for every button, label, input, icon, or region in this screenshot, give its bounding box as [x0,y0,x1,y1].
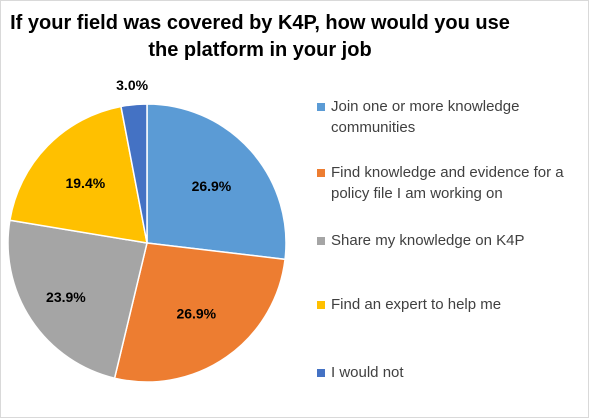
legend-item-find-knowledge: Find knowledge and evidence for a policy… [317,162,581,204]
data-label-would-not: 3.0% [116,77,148,93]
data-label-share-knowledge: 23.9% [46,289,86,305]
legend-item-join-communities: Join one or more knowledge communities [317,96,581,138]
legend-label-find-expert: Find an expert to help me [331,296,502,313]
chart-title-line-2: the platform in your job [148,39,372,61]
pie-slice-join-communities [146,103,287,261]
pie-slice-find-expert [9,105,148,244]
data-label-find-expert: 19.4% [65,175,105,191]
legend-item-would-not: I would not [317,362,581,383]
legend-swatch-would-not [317,369,325,377]
legend-item-share-knowledge: Share my knowledge on K4P [317,230,581,251]
legend-item-find-expert: Find an expert to help me [317,294,581,315]
pie-slice-share-knowledge [7,219,148,380]
legend-swatch-join-communities [317,103,325,111]
legend-label-find-knowledge: Find knowledge and evidence for a policy… [331,164,564,202]
legend-label-share-knowledge: Share my knowledge on K4P [331,232,525,249]
legend-label-join-communities: Join one or more knowledge communities [331,98,520,136]
pie-slice-find-knowledge [113,242,286,383]
chart-title-line-1: If your field was covered by K4P, how wo… [10,12,510,34]
data-label-join-communities: 26.9% [192,178,232,194]
legend-swatch-find-expert [317,301,325,309]
legend-swatch-share-knowledge [317,237,325,245]
chart-title: If your field was covered by K4P, how wo… [0,10,520,64]
pie-slice-would-not [120,103,148,244]
data-label-find-knowledge: 26.9% [176,306,216,322]
legend-swatch-find-knowledge [317,169,325,177]
legend-label-would-not: I would not [331,364,404,381]
